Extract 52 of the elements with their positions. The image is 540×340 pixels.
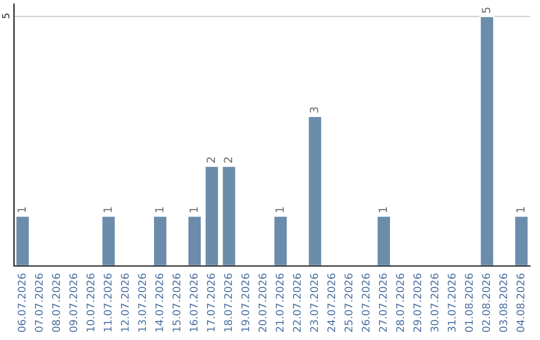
- x-tick-label: 23.07.2026: [310, 274, 318, 332]
- x-tick-label: 27.07.2026: [378, 274, 387, 332]
- x-tick-label: 22.07.2026: [292, 274, 301, 332]
- x-tick-label: 13.07.2026: [138, 274, 146, 332]
- x-tick-label: 20.07.2026: [258, 274, 266, 332]
- bar: [479, 16, 495, 266]
- bar: [101, 215, 116, 266]
- x-tick-label: 10.07.2026: [86, 274, 94, 332]
- bar: [307, 116, 323, 266]
- x-tick-label: 11.07.2026: [104, 274, 112, 332]
- x-tick-label: 28.07.2026: [396, 274, 404, 332]
- data-label: 1: [155, 207, 164, 212]
- x-tick-label: 14.07.2026: [155, 274, 164, 332]
- x-tick-label: 24.07.2026: [327, 274, 336, 332]
- x-tick-label: 26.07.2026: [362, 274, 370, 332]
- x-tick-label: 16.07.2026: [190, 274, 198, 332]
- data-label: 1: [190, 207, 198, 212]
- x-tick-label: 17.07.2026: [206, 274, 215, 332]
- bar: [15, 215, 30, 266]
- bar: [204, 165, 220, 266]
- x-tick-label: 04.08.2026: [516, 274, 524, 332]
- data-label: 3: [310, 107, 318, 113]
- bar: [376, 215, 392, 266]
- x-tick-label: 25.07.2026: [344, 274, 352, 332]
- data-label: 2: [206, 157, 215, 163]
- data-label: 1: [276, 207, 284, 212]
- bar: [221, 165, 237, 266]
- bar: [273, 215, 288, 266]
- x-tick-label: 03.08.2026: [499, 274, 508, 332]
- bar: [152, 215, 168, 266]
- x-tick-label: 21.07.2026: [276, 274, 284, 332]
- x-tick-label: 01.08.2026: [464, 274, 473, 332]
- x-tick-label: 06.07.2026: [18, 274, 26, 332]
- data-label: 1: [18, 207, 26, 212]
- x-tick-label: 09.07.2026: [69, 274, 78, 332]
- x-tick-label: 30.07.2026: [430, 274, 438, 332]
- bar: [187, 215, 202, 266]
- x-tick-label: 12.07.2026: [120, 274, 129, 332]
- data-label: 2: [224, 157, 232, 163]
- data-label: 1: [378, 207, 387, 212]
- x-tick-label: 08.07.2026: [52, 274, 60, 332]
- x-tick-label: 19.07.2026: [241, 274, 250, 332]
- data-label: 5: [482, 8, 490, 13]
- x-tick-label: 07.07.2026: [34, 274, 43, 332]
- x-tick-label: 02.08.2026: [482, 274, 490, 332]
- x-tick-label: 29.07.2026: [413, 274, 422, 332]
- data-label: 1: [516, 207, 524, 212]
- data-label: 1: [104, 207, 112, 212]
- bar: [514, 215, 529, 266]
- x-tick-label: 18.07.2026: [224, 274, 232, 332]
- x-tick-label: 15.07.2026: [172, 274, 180, 332]
- x-tick-label: 31.07.2026: [448, 274, 456, 332]
